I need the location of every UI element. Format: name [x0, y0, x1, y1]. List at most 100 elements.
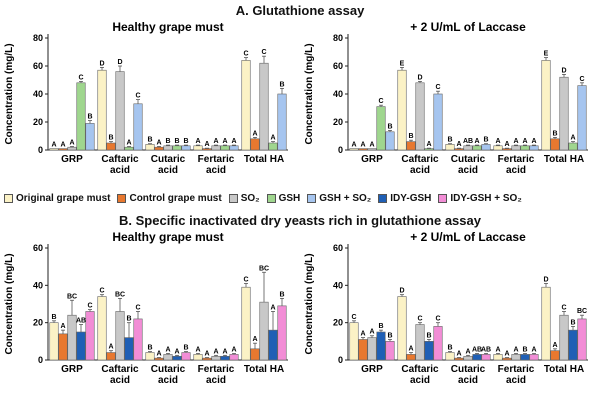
significance-letter: A	[204, 351, 209, 358]
y-tick-label: 0	[38, 355, 43, 365]
significance-letter: B	[87, 114, 92, 121]
bar	[511, 354, 521, 361]
significance-letter: A	[513, 138, 518, 145]
bar	[259, 62, 269, 151]
significance-letter: A	[213, 348, 218, 355]
y-tick-label: 80	[333, 33, 343, 43]
x-category-label: Cutaric acid	[151, 364, 186, 386]
bar	[49, 148, 59, 151]
bar	[202, 148, 212, 151]
bar	[385, 131, 395, 151]
bar	[250, 138, 260, 151]
significance-letter: B	[483, 137, 488, 144]
bar	[577, 318, 587, 361]
bar	[97, 296, 107, 361]
significance-letter: B	[147, 345, 152, 352]
significance-letter: A	[165, 346, 170, 353]
y-tick-label: 40	[33, 89, 43, 99]
significance-letter: A	[552, 342, 557, 349]
legend-swatch	[117, 193, 127, 203]
significance-letter: A	[513, 346, 518, 353]
significance-letter: A	[504, 141, 509, 148]
bar	[181, 352, 191, 361]
chart-title: Healthy grape must	[112, 230, 223, 244]
bar	[154, 357, 164, 361]
significance-letter: A	[60, 142, 65, 149]
legend-item: GSH	[266, 193, 300, 204]
bar	[472, 354, 482, 361]
significance-letter: A	[456, 141, 461, 148]
significance-letter: D	[117, 59, 122, 66]
section-b-title: B. Specific inactivated dry yeasts rich …	[119, 213, 481, 228]
bar	[106, 352, 116, 361]
significance-letter: A	[531, 138, 536, 145]
x-category-label: Fertaric acid	[498, 154, 535, 176]
legend-item: IDY-GSH + SO₂	[438, 193, 522, 204]
bar	[124, 337, 134, 361]
significance-letter: A	[195, 346, 200, 353]
bar	[49, 322, 59, 361]
significance-letter: B	[174, 138, 179, 145]
bar	[259, 301, 269, 361]
legend-swatch	[378, 193, 388, 203]
significance-letter: D	[561, 67, 566, 74]
significance-letter: B	[279, 291, 284, 298]
y-tick-label: 20	[333, 117, 343, 127]
y-tick-label: 60	[333, 243, 343, 253]
chart-title: + 2 U/mL of Laccase	[410, 230, 526, 244]
bar	[67, 146, 77, 151]
significance-letter: A	[351, 142, 356, 149]
significance-letter: B	[378, 323, 383, 330]
significance-letter: C	[435, 84, 440, 91]
bar	[193, 354, 203, 361]
bar	[445, 352, 455, 361]
y-tick-label: 20	[33, 318, 43, 328]
bar	[559, 76, 569, 151]
bar	[502, 148, 512, 151]
bar	[463, 145, 473, 151]
y-tick-label: 40	[333, 280, 343, 290]
bar	[76, 82, 86, 151]
legend-swatch	[228, 193, 238, 203]
significance-letter: B	[183, 345, 188, 352]
bar	[577, 85, 587, 151]
significance-letter: C	[78, 74, 83, 81]
significance-letter: AB	[472, 346, 482, 353]
legend-item: Original grape must	[4, 193, 110, 204]
significance-letter: D	[417, 74, 422, 81]
bar	[511, 145, 521, 151]
bar	[220, 145, 230, 151]
legend-item: Control grape must	[117, 193, 222, 204]
y-tick-label: 20	[333, 318, 343, 328]
bar	[181, 145, 191, 151]
x-category-label: Caftaric acid	[401, 154, 439, 176]
significance-letter: B	[447, 137, 452, 144]
bar	[463, 355, 473, 361]
bar	[124, 146, 134, 151]
significance-letter: A	[222, 138, 227, 145]
significance-letter: B	[126, 316, 131, 323]
y-axis-label: Concentration (mg/L)	[304, 253, 315, 354]
bar	[277, 93, 287, 151]
significance-letter: A	[369, 329, 374, 336]
chart-panel-a-laccase: + 2 U/mL of Laccase Concentration (mg/L) 0…	[304, 20, 588, 176]
significance-letter: A	[570, 135, 575, 142]
y-tick-label: 20	[33, 117, 43, 127]
legend-item: SO₂	[228, 193, 260, 204]
bar	[106, 142, 116, 151]
bar	[193, 145, 203, 151]
bar	[367, 148, 377, 151]
significance-letter: A	[456, 351, 461, 358]
bar	[349, 322, 359, 361]
significance-letter: C	[579, 76, 584, 83]
significance-letter: A	[522, 138, 527, 145]
bar	[277, 305, 287, 361]
x-category-label: Total HA	[244, 154, 284, 165]
bar	[115, 71, 125, 151]
significance-letter: B	[552, 130, 557, 137]
bar	[145, 352, 155, 361]
bar	[133, 318, 143, 361]
y-tick-label: 0	[338, 355, 343, 365]
significance-letter: B	[108, 135, 113, 142]
bar	[541, 60, 551, 151]
